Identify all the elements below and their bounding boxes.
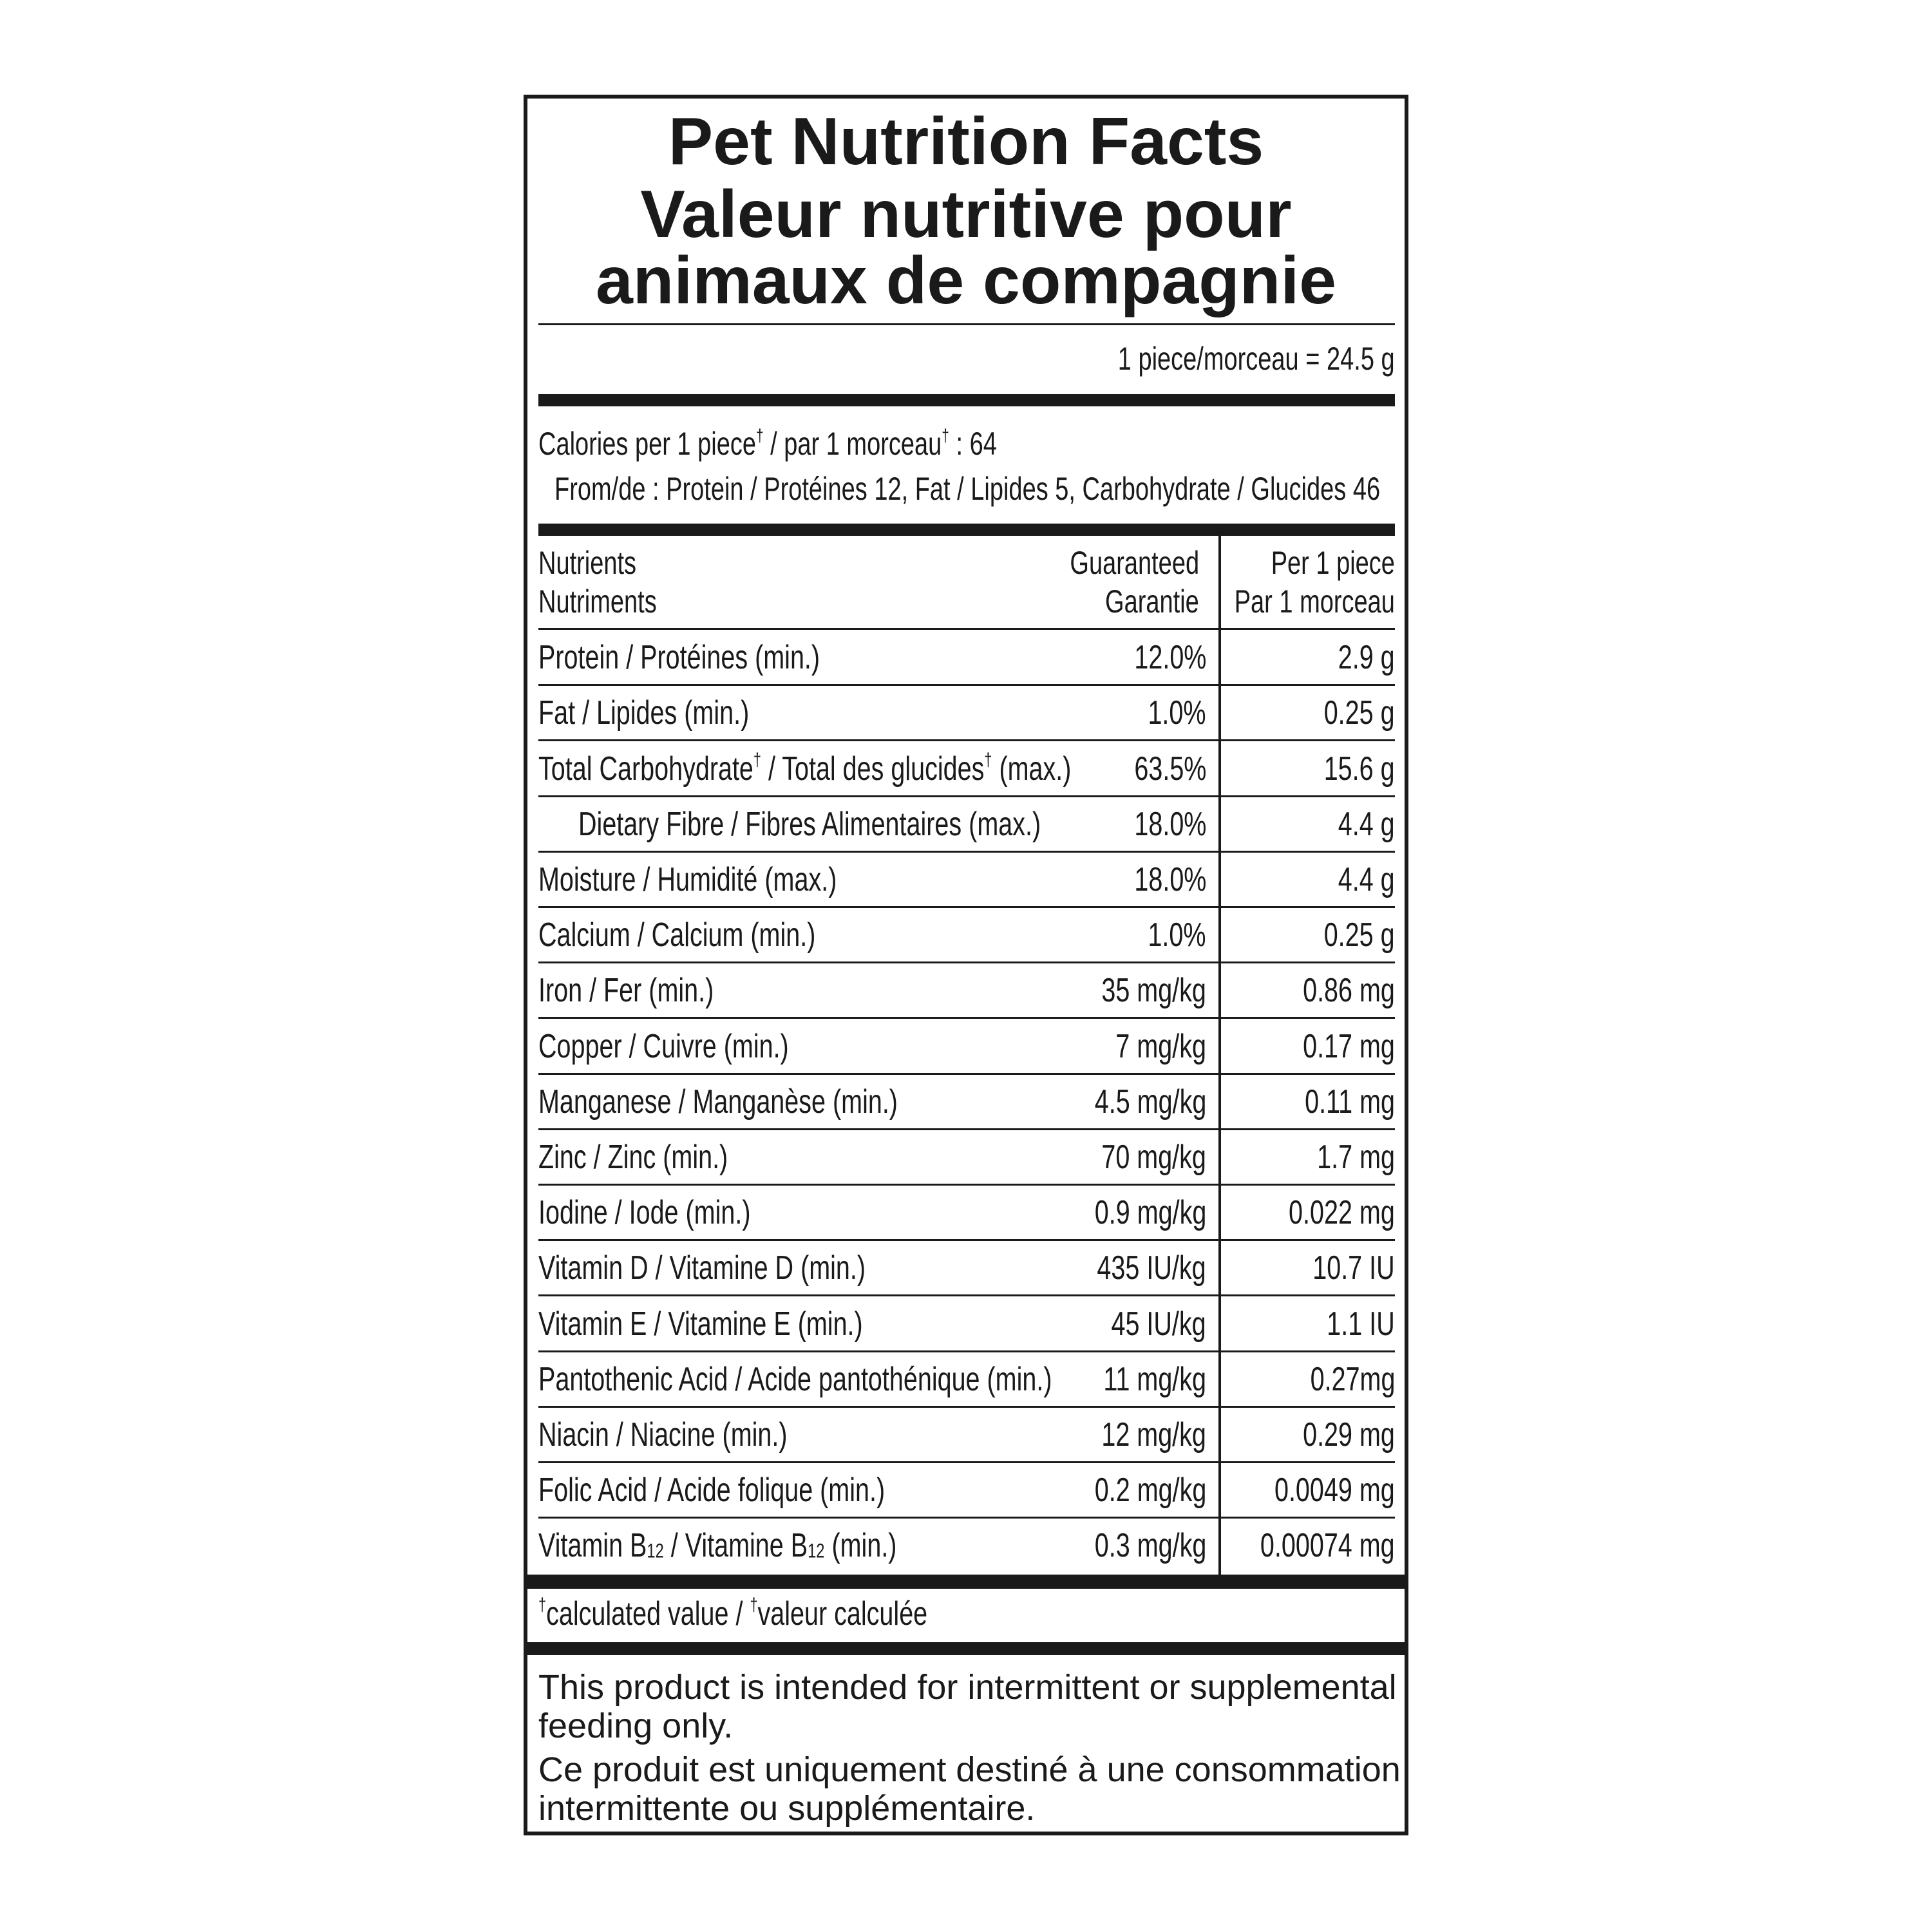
column-header: Nutriments (538, 583, 657, 620)
nutrient-name: Manganese / Manganèse (min.) (538, 1083, 898, 1121)
disclaimer: This product is intended for intermitten… (538, 1668, 1414, 1828)
disclaimer-fr: Ce produit est uniquement destiné à une … (538, 1750, 1401, 1828)
nutrient-name: Vitamin B12 / Vitamine B12 (min.) (538, 1527, 897, 1565)
row-rule (538, 1128, 1395, 1130)
column-divider (1218, 536, 1221, 1575)
rule (538, 524, 1395, 536)
disclaimer-en: This product is intended for intermitten… (538, 1668, 1397, 1745)
guaranteed-value: 11 mg/kg (1103, 1360, 1206, 1398)
nutrient-name: Dietary Fibre / Fibres Alimentaires (max… (578, 805, 1041, 843)
guaranteed-value: 1.0% (1148, 694, 1206, 732)
row-rule (538, 961, 1395, 964)
nutrient-name: Folic Acid / Acide folique (min.) (538, 1472, 886, 1510)
column-header: Nutrients (538, 545, 637, 581)
per-piece-value: 0.022 mg (1289, 1194, 1395, 1232)
per-piece-value: 1.7 mg (1317, 1138, 1395, 1176)
guaranteed-value: 1.0% (1148, 916, 1206, 954)
nutrient-name: Vitamin D / Vitamine D (min.) (538, 1249, 866, 1287)
guaranteed-value: 12 mg/kg (1101, 1416, 1206, 1454)
row-rule (538, 684, 1395, 687)
nutrient-name: Zinc / Zinc (min.) (538, 1138, 728, 1176)
per-piece-value: 1.1 IU (1327, 1305, 1395, 1343)
guaranteed-value: 35 mg/kg (1101, 972, 1206, 1010)
nutrient-name: Iron / Fer (min.) (538, 972, 714, 1010)
nutrient-name: Iodine / Iode (min.) (538, 1194, 751, 1232)
row-rule (538, 1294, 1395, 1297)
column-header: Guaranteed (1070, 545, 1199, 581)
column-header: Par 1 morceau (1234, 583, 1395, 620)
nutrient-name: Moisture / Humidité (max.) (538, 860, 837, 898)
guaranteed-value: 4.5 mg/kg (1094, 1083, 1206, 1121)
per-piece-value: 0.25 g (1324, 916, 1395, 954)
guaranteed-value: 0.3 mg/kg (1094, 1527, 1206, 1565)
nutrient-name: Calcium / Calcium (min.) (538, 916, 816, 954)
row-rule (538, 906, 1395, 908)
row-rule (538, 795, 1395, 797)
guaranteed-value: 45 IU/kg (1111, 1305, 1206, 1343)
per-piece-value: 0.00074 mg (1260, 1527, 1395, 1565)
nutrient-name: Fat / Lipides (min.) (538, 694, 750, 732)
per-piece-value: 4.4 g (1338, 860, 1395, 898)
per-piece-value: 4.4 g (1338, 805, 1395, 843)
row-rule (538, 1072, 1395, 1075)
title: Valeur nutritive pour (640, 177, 1292, 252)
row-rule (538, 739, 1395, 742)
per-piece-value: 2.9 g (1338, 639, 1395, 677)
rule (524, 1575, 1408, 1589)
row-rule (538, 1239, 1395, 1242)
column-header: Per 1 piece (1271, 545, 1395, 581)
per-piece-value: 10.7 IU (1312, 1249, 1395, 1287)
footnote: †calculated value / †valeur calculée (538, 1595, 928, 1633)
per-piece-value: 15.6 g (1324, 750, 1395, 788)
row-rule (538, 1017, 1395, 1019)
calories-from: From/de : Protein / Protéines 12, Fat / … (554, 471, 1381, 507)
per-piece-value: 0.27mg (1310, 1360, 1395, 1398)
row-rule (538, 850, 1395, 853)
nutrient-name: Copper / Cuivre (min.) (538, 1027, 789, 1065)
guaranteed-value: 63.5% (1133, 750, 1206, 788)
nutrient-name: Niacin / Niacine (min.) (538, 1416, 788, 1454)
nutrient-name: Pantothenic Acid / Acide pantothénique (… (538, 1360, 1052, 1398)
serving-size: 1 piece/morceau = 24.5 g (1118, 341, 1395, 377)
per-piece-value: 0.17 mg (1303, 1027, 1395, 1065)
row-rule (538, 1405, 1395, 1408)
nutrient-name: Total Carbohydrate† / Total des glucides… (538, 750, 1072, 788)
row-rule (538, 1461, 1395, 1463)
guaranteed-value: 435 IU/kg (1097, 1249, 1206, 1287)
nutrient-name: Vitamin E / Vitamine E (min.) (538, 1305, 863, 1343)
guaranteed-value: 0.9 mg/kg (1094, 1194, 1206, 1232)
rule (538, 323, 1395, 325)
guaranteed-value: 12.0% (1133, 639, 1206, 677)
row-rule (538, 1350, 1395, 1352)
per-piece-value: 0.86 mg (1303, 972, 1395, 1010)
per-piece-value: 0.29 mg (1303, 1416, 1395, 1454)
guaranteed-value: 7 mg/kg (1115, 1027, 1206, 1065)
title: animaux de compagnie (595, 243, 1337, 318)
guaranteed-value: 70 mg/kg (1101, 1138, 1206, 1176)
nutrient-name: Protein / Protéines (min.) (538, 639, 820, 677)
rule (538, 394, 1395, 406)
rule (524, 1642, 1408, 1655)
label-box (524, 95, 1408, 1835)
title: Pet Nutrition Facts (668, 104, 1264, 179)
per-piece-value: 0.25 g (1324, 694, 1395, 732)
column-header: Garantie (1105, 583, 1199, 620)
row-rule (538, 1517, 1395, 1519)
row-rule (538, 1184, 1395, 1186)
per-piece-value: 0.11 mg (1305, 1083, 1395, 1121)
guaranteed-value: 18.0% (1133, 805, 1206, 843)
per-piece-value: 0.0049 mg (1274, 1472, 1395, 1510)
guaranteed-value: 0.2 mg/kg (1094, 1472, 1206, 1510)
calories: Calories per 1 piece† / par 1 morceau† :… (538, 425, 997, 462)
guaranteed-value: 18.0% (1133, 860, 1206, 898)
rule (538, 628, 1395, 630)
